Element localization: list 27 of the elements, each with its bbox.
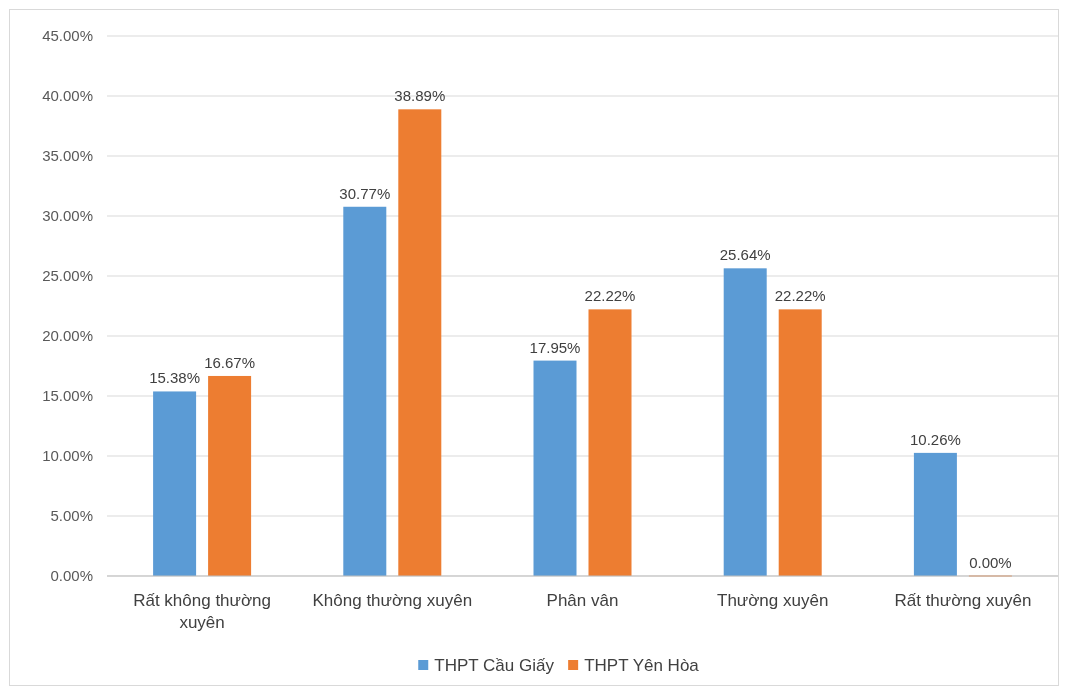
data-label: 25.64%	[719, 246, 771, 264]
x-tick-label: Phân vân	[546, 591, 619, 610]
data-label: 15.38%	[149, 369, 201, 387]
data-label: 30.77%	[339, 184, 391, 202]
y-tick-label: 20.00%	[42, 327, 93, 345]
data-label: 0.00%	[969, 554, 1012, 571]
y-tick-label: 30.00%	[42, 207, 93, 225]
legend-label: THPT Cầu Giấy	[434, 655, 555, 675]
y-tick-label: 25.00%	[42, 267, 93, 285]
legend-label: THPT Yên Hòa	[584, 655, 700, 675]
x-tick-label: Thường xuyên	[717, 591, 829, 610]
y-tick-label: 10.00%	[42, 447, 93, 465]
y-tick-label: 40.00%	[42, 87, 93, 105]
data-label: 17.95%	[529, 338, 581, 356]
y-tick-label: 5.00%	[50, 507, 93, 525]
data-label: 22.22%	[584, 287, 636, 305]
y-tick-label: 0.00%	[50, 567, 93, 585]
y-tick-label: 15.00%	[42, 387, 93, 405]
data-label: 10.26%	[909, 430, 961, 448]
x-tick-label: Không thường xuyên	[312, 591, 473, 610]
y-tick-label: 45.00%	[42, 27, 93, 45]
data-label: 16.67%	[204, 353, 256, 371]
x-tick-label: Rất không thường xuyên	[133, 591, 272, 632]
data-label: 22.22%	[774, 287, 826, 305]
x-tick-label: Rất thường xuyên	[894, 591, 1032, 610]
y-tick-label: 35.00%	[42, 147, 93, 165]
data-label: 38.89%	[394, 87, 446, 105]
